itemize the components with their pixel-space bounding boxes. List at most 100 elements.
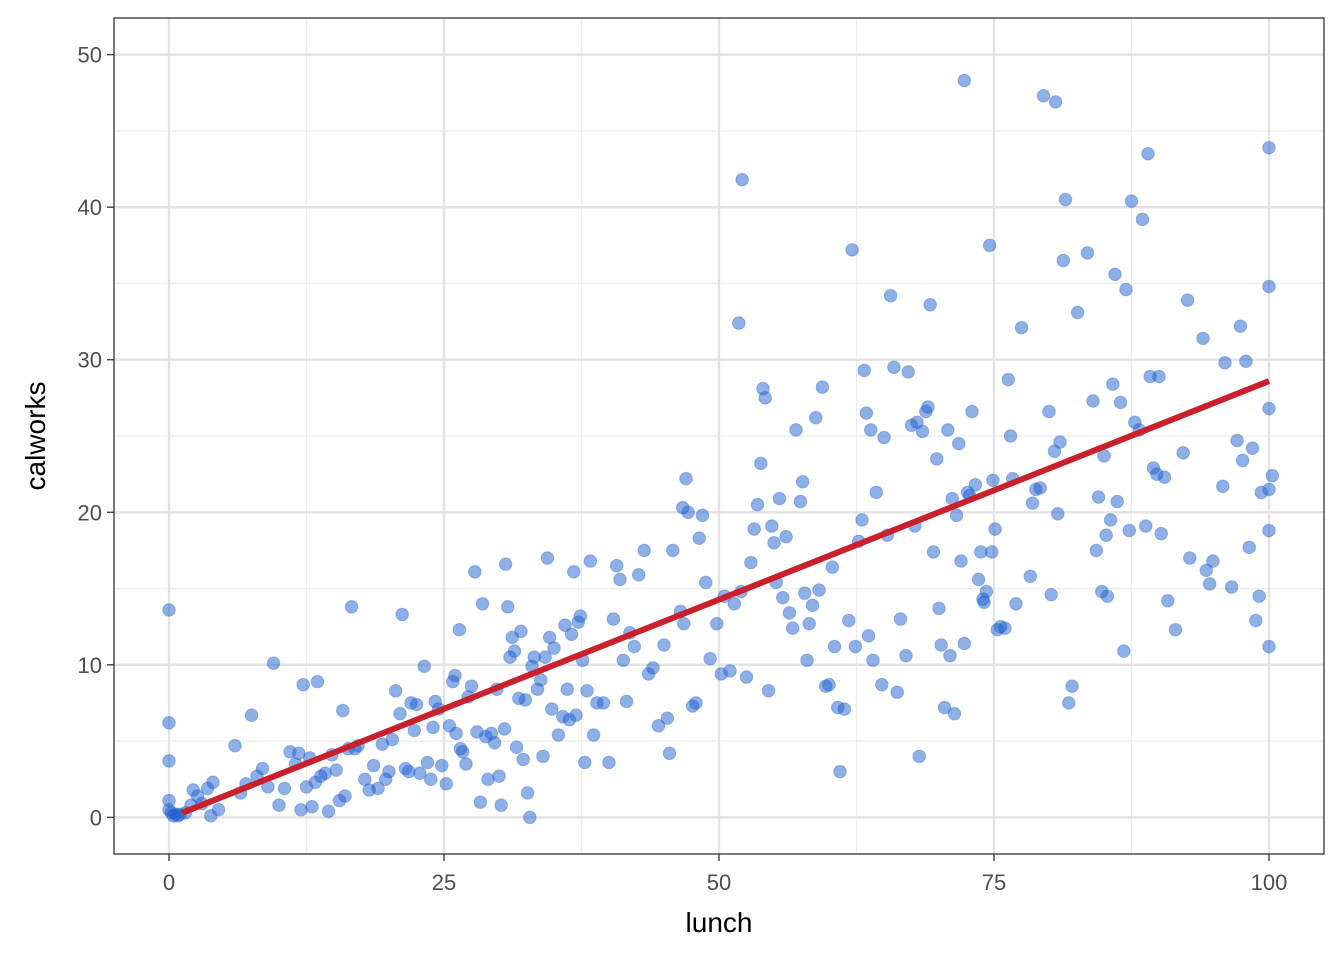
data-point xyxy=(695,508,710,523)
data-point xyxy=(494,798,509,812)
data-point xyxy=(206,775,220,790)
data-point xyxy=(681,505,696,520)
data-point xyxy=(417,659,432,674)
data-point xyxy=(921,400,935,414)
data-point xyxy=(747,522,762,536)
data-point xyxy=(1086,394,1100,408)
data-point xyxy=(912,749,927,764)
data-point xyxy=(523,810,537,825)
data-point xyxy=(699,575,713,590)
data-point xyxy=(631,568,646,582)
x-axis-title: lunch xyxy=(686,907,753,938)
data-point xyxy=(1119,282,1133,297)
data-point xyxy=(1262,639,1276,654)
trend-line xyxy=(181,378,1271,816)
data-point xyxy=(520,786,535,800)
data-point xyxy=(1014,320,1029,335)
data-point xyxy=(435,758,449,773)
data-point xyxy=(662,746,677,761)
data-point xyxy=(941,423,955,437)
data-point xyxy=(507,644,522,658)
data-point xyxy=(710,616,724,631)
data-point xyxy=(439,777,454,791)
x-tick-label: 25 xyxy=(432,870,456,895)
data-point xyxy=(679,471,693,486)
data-point xyxy=(518,693,533,707)
data-point xyxy=(497,722,512,736)
data-point xyxy=(866,653,880,668)
data-point xyxy=(580,683,594,698)
data-point xyxy=(934,638,949,652)
data-point xyxy=(785,621,800,636)
data-point xyxy=(613,572,627,587)
data-point xyxy=(1183,551,1197,565)
data-point xyxy=(1262,140,1276,155)
data-point xyxy=(887,360,901,375)
data-point xyxy=(558,618,572,632)
data-point xyxy=(798,586,812,600)
data-point xyxy=(266,656,281,671)
data-point xyxy=(1216,479,1230,494)
data-point xyxy=(487,735,502,750)
data-point xyxy=(573,609,588,623)
data-point xyxy=(957,73,972,88)
data-point xyxy=(162,716,176,730)
x-tick-label: 0 xyxy=(163,870,175,895)
data-point xyxy=(971,572,986,587)
data-point xyxy=(1176,445,1190,460)
data-point xyxy=(864,423,878,437)
data-point xyxy=(855,513,869,527)
data-point xyxy=(619,694,634,709)
data-point xyxy=(1199,563,1214,578)
data-point xyxy=(366,758,381,773)
data-point xyxy=(1157,470,1172,484)
y-tick-label: 30 xyxy=(78,348,102,373)
data-point xyxy=(602,755,616,770)
data-point xyxy=(947,706,962,721)
data-point xyxy=(754,456,768,471)
data-point xyxy=(509,740,524,755)
data-point xyxy=(666,543,680,558)
y-axis-title: calworks xyxy=(20,382,51,491)
data-point xyxy=(965,404,979,419)
data-point xyxy=(371,781,385,796)
data-point xyxy=(455,744,470,759)
data-point xyxy=(952,436,966,451)
data-point xyxy=(1245,441,1260,456)
data-point xyxy=(1080,246,1095,260)
data-point xyxy=(651,719,666,733)
trend-line-group xyxy=(181,378,1271,816)
data-point xyxy=(162,603,176,617)
data-point xyxy=(692,531,707,546)
data-point xyxy=(395,607,410,622)
data-point xyxy=(498,557,513,571)
data-point xyxy=(567,564,581,579)
data-point xyxy=(413,766,427,780)
data-point xyxy=(703,651,718,666)
x-tick-label: 100 xyxy=(1251,870,1288,895)
data-point xyxy=(815,380,830,394)
data-point xyxy=(957,636,972,651)
data-point xyxy=(1161,593,1175,608)
data-point xyxy=(1009,597,1023,611)
data-point xyxy=(538,650,553,665)
data-point xyxy=(998,621,1012,636)
data-point xyxy=(657,638,671,652)
data-point xyxy=(1036,89,1051,103)
data-point xyxy=(767,535,781,550)
data-point xyxy=(452,622,467,637)
data-point xyxy=(459,757,473,771)
data-point xyxy=(1070,305,1085,320)
data-point xyxy=(646,661,660,675)
x-tick-label: 75 xyxy=(982,870,1006,895)
data-point xyxy=(809,410,823,425)
y-tick-label: 20 xyxy=(78,500,102,525)
data-point xyxy=(1154,526,1168,541)
data-point xyxy=(583,554,598,568)
data-point xyxy=(336,703,350,718)
axis-ticks: 0 25 50 75 100 0 10 20 30 40 50 xyxy=(78,43,1288,895)
data-point xyxy=(514,624,528,639)
data-point xyxy=(877,430,891,445)
data-point xyxy=(842,613,856,628)
data-point xyxy=(637,543,652,558)
